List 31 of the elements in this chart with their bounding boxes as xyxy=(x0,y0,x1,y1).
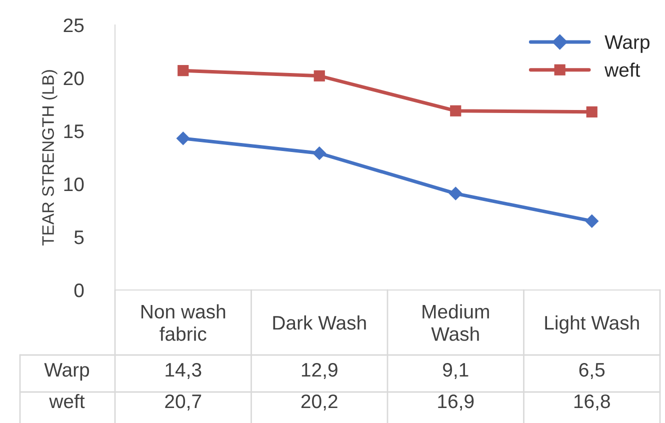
point xyxy=(178,65,189,76)
y-tick-label: 20 xyxy=(64,71,84,86)
text: weft xyxy=(49,394,85,408)
data-label: 16,9 xyxy=(438,394,474,411)
y-tick-label: 25 xyxy=(64,18,84,32)
legend-label: weft xyxy=(604,62,640,77)
point xyxy=(586,106,598,118)
y-tick-label: 5 xyxy=(74,230,84,244)
point xyxy=(176,132,190,146)
legend-label: Warp xyxy=(604,35,650,53)
point xyxy=(585,214,599,228)
point xyxy=(450,105,462,116)
data-label: 14,3 xyxy=(166,362,202,380)
point xyxy=(314,70,325,82)
data-label: 6,5 xyxy=(579,362,605,380)
x-tick-label: Non wash fabric xyxy=(141,304,226,341)
point xyxy=(448,186,462,200)
point xyxy=(312,146,326,160)
text: Warp xyxy=(44,363,90,381)
y-tick-label: 0 xyxy=(74,283,84,298)
y-tick-label: 15 xyxy=(64,124,84,138)
y-axis-title: TEAR STRENGTH (LB) xyxy=(42,70,58,246)
x-tick-label: Light Wash xyxy=(545,315,639,334)
y-tick-label: 10 xyxy=(64,177,84,192)
data-label: 16,8 xyxy=(574,394,610,411)
data-label: 20,7 xyxy=(165,394,202,411)
data-label: 9,1 xyxy=(443,362,468,380)
x-tick-label: Medium Wash xyxy=(422,304,489,341)
data-label: 12,9 xyxy=(302,362,338,380)
data-label: 20,2 xyxy=(301,394,338,411)
x-tick-label: Dark Wash xyxy=(273,315,366,330)
